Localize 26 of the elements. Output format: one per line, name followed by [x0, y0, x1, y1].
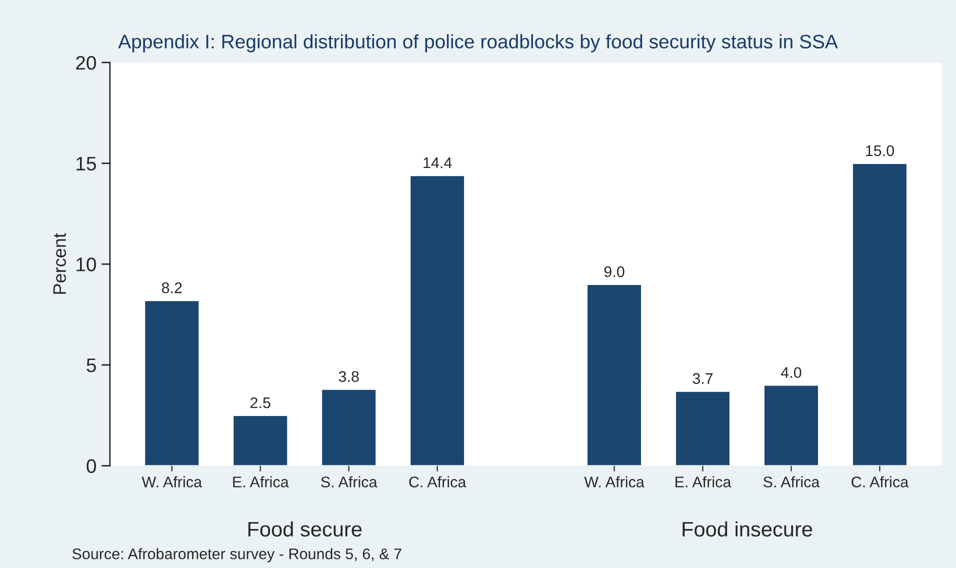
data-label: 4.0 [780, 367, 802, 378]
chart-title: Appendix I: Regional distribution of police roadblocks by food security status in SSA [118, 34, 838, 52]
y-tick-label: 0 [86, 459, 96, 473]
y-tick-label: 5 [86, 358, 96, 372]
source-note: Source: Afrobarometer survey - Rounds 5, 6, & 7 [72, 548, 402, 562]
y-axis-title: Percent [53, 233, 66, 294]
x-tick-label: S. Africa [763, 476, 820, 488]
y-tick-label: 20 [76, 56, 96, 70]
data-label: 8.2 [162, 282, 182, 294]
data-label: 3.7 [692, 373, 713, 384]
data-label: 9.0 [604, 266, 624, 278]
data-label: 15.0 [866, 145, 894, 156]
y-tick-label: 10 [76, 258, 96, 272]
x-tick-label: E. Africa [233, 476, 289, 488]
x-tick-label: C. Africa [852, 476, 909, 488]
data-label: 14.4 [424, 158, 452, 168]
data-label: 2.5 [250, 397, 270, 408]
y-tick-label: 15 [76, 156, 96, 171]
text: Food secure [248, 521, 362, 537]
text: Food insecure [682, 521, 812, 537]
data-label: 3.8 [338, 371, 359, 382]
x-tick-label: S. Africa [321, 476, 378, 488]
x-tick-label: W. Africa [142, 476, 202, 488]
x-tick-label: E. Africa [676, 476, 732, 488]
x-tick-label: C. Africa [409, 476, 466, 488]
x-tick-label: W. Africa [584, 476, 644, 488]
